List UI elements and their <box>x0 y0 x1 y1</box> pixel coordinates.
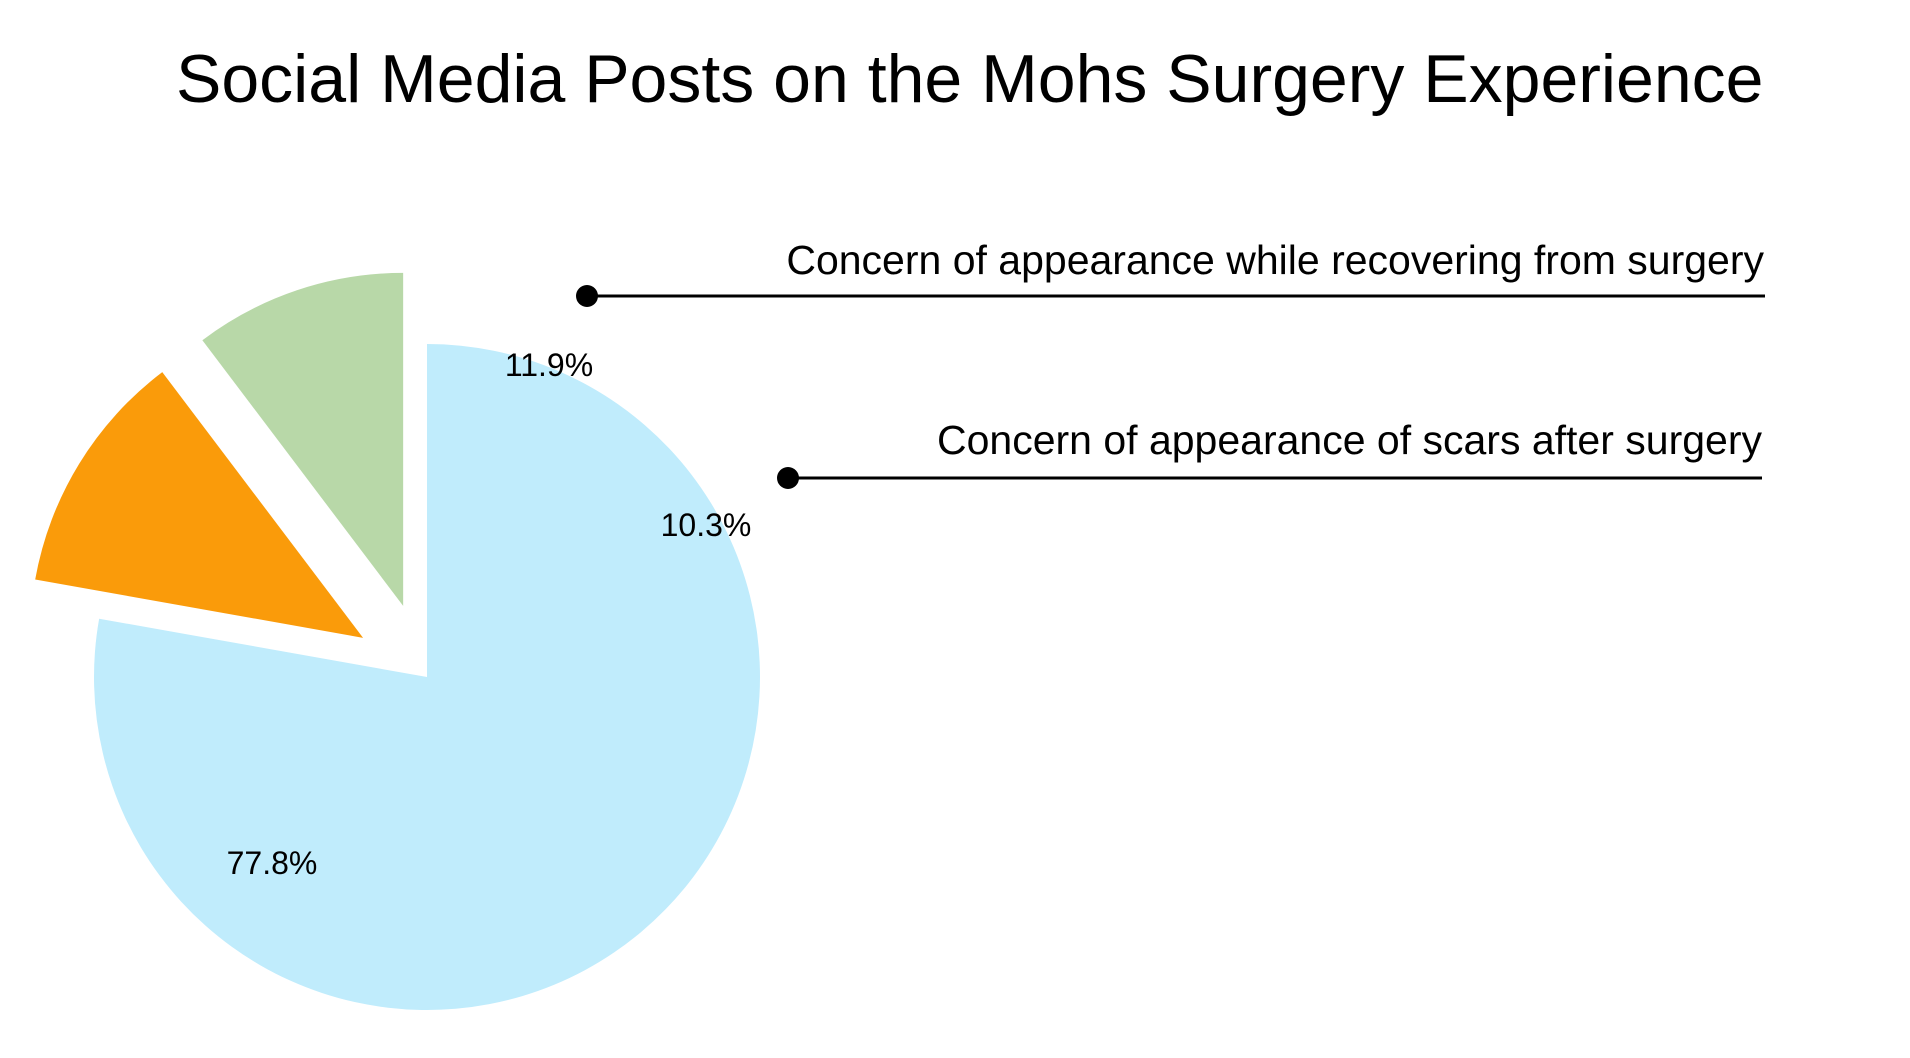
pie-slice-2 <box>202 272 404 606</box>
callout-leader-dot <box>777 467 799 489</box>
slice-label-2: 10.3% <box>661 507 752 543</box>
pie-slices <box>35 272 761 1011</box>
callout-2: Concern of appearance of scars after sur… <box>777 417 1762 489</box>
callout-label-recovering: Concern of appearance while recovering f… <box>786 237 1764 283</box>
chart-title: Social Media Posts on the Mohs Surgery E… <box>176 41 1763 117</box>
pie-slice-1 <box>35 372 364 638</box>
callout-leader-dot <box>576 285 598 307</box>
slice-label-1: 11.9% <box>505 347 593 383</box>
slice-label-0: 77.8% <box>227 845 318 881</box>
callout-label-scars: Concern of appearance of scars after sur… <box>937 417 1762 463</box>
pie-slice-0 <box>94 344 761 1011</box>
callout-1: Concern of appearance while recovering f… <box>576 237 1765 307</box>
